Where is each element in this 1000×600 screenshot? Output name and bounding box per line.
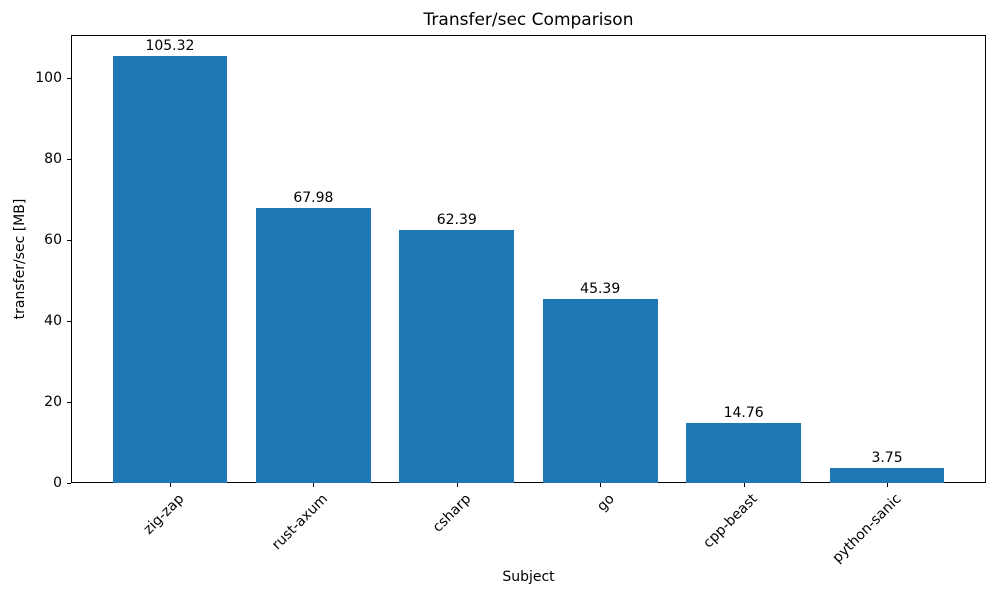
bar-value-label: 3.75 [871, 449, 903, 466]
x-tick-mark [313, 483, 315, 487]
bar-csharp [399, 230, 515, 483]
x-tick-label: go [593, 491, 618, 515]
y-tick-mark [67, 401, 71, 403]
x-tick-label: cpp-beast [700, 491, 761, 552]
bar-value-label: 67.98 [293, 189, 334, 206]
y-tick-label: 80 [44, 150, 62, 167]
bar-value-label: 14.76 [723, 405, 764, 422]
bar-value-label: 62.39 [436, 212, 477, 229]
bar-go [542, 299, 658, 483]
y-tick-mark [67, 239, 71, 241]
x-tick-mark [887, 483, 889, 487]
x-axis-label: Subject [502, 569, 555, 585]
bar-python-sanic [829, 467, 945, 483]
y-axis-label: transfer/sec [MB] [12, 198, 28, 320]
y-tick-label: 0 [53, 475, 62, 491]
y-tick-mark [67, 483, 71, 484]
x-tick-label: csharp [429, 491, 475, 536]
y-tick-label: 100 [35, 69, 62, 86]
x-tick-mark [600, 483, 602, 487]
x-tick-mark [743, 483, 745, 487]
bar-value-label: 45.39 [580, 281, 621, 298]
x-tick-mark [169, 483, 171, 487]
x-tick-label: python-sanic [829, 491, 905, 567]
y-tick-mark [67, 77, 71, 79]
y-tick-label: 20 [44, 393, 62, 410]
y-tick-label: 40 [44, 312, 62, 329]
y-tick-mark [67, 320, 71, 322]
chart-title: Transfer/sec Comparison [423, 10, 634, 30]
bar-value-label: 105.32 [145, 38, 195, 55]
x-tick-mark [456, 483, 458, 487]
y-tick-mark [67, 158, 71, 160]
bar-cpp-beast [686, 423, 801, 483]
y-tick-label: 60 [44, 231, 62, 248]
bar-zig-zap [112, 56, 228, 483]
bar-rust-axum [256, 207, 371, 483]
x-tick-label: zig-zap [140, 491, 188, 538]
x-tick-label: rust-axum [268, 491, 331, 554]
